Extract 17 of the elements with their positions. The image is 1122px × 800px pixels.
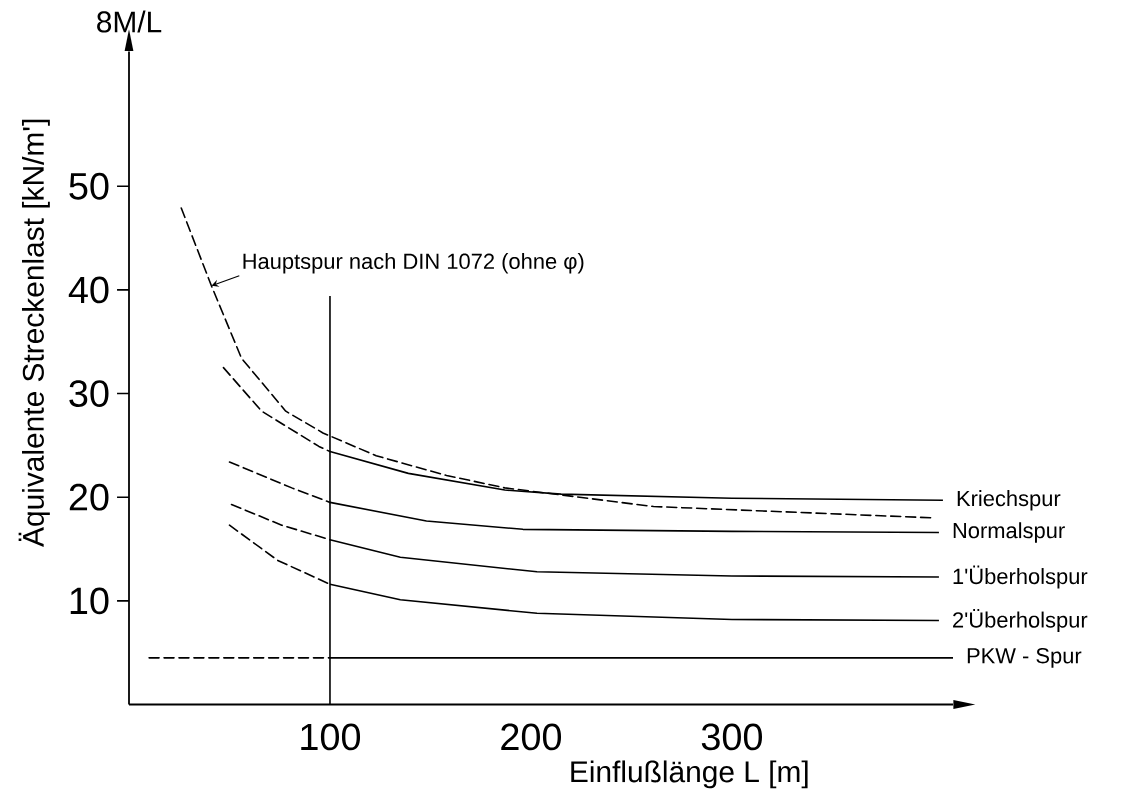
x-tick-label: 300 [701, 723, 763, 751]
y-tick-label: 10 [70, 587, 109, 615]
x-tick-label: 100 [301, 723, 361, 751]
y-tick-label: 20 [69, 483, 109, 511]
series-label: Hauptspur nach DIN 1072 (ohne φ) [243, 252, 584, 274]
series-label: Normalspur [953, 522, 1065, 543]
y-tick-label: 30 [69, 380, 109, 407]
x-axis-title: Einflußlänge L [m] [571, 760, 808, 789]
y-tick-label: 40 [68, 276, 109, 304]
series-label: Kriechspur [957, 490, 1061, 511]
y-tick-label: 50 [69, 172, 109, 200]
series-label: PKW - Spur [967, 647, 1082, 668]
series-label: 2'Überholspur [953, 609, 1088, 632]
y-axis-title: Äquivalente Streckenlast [kN/m'] [18, 119, 50, 547]
x-tick-label: 200 [501, 723, 562, 751]
text: 8M/L [97, 10, 162, 33]
series-label: 1'Überholspur [953, 565, 1088, 589]
